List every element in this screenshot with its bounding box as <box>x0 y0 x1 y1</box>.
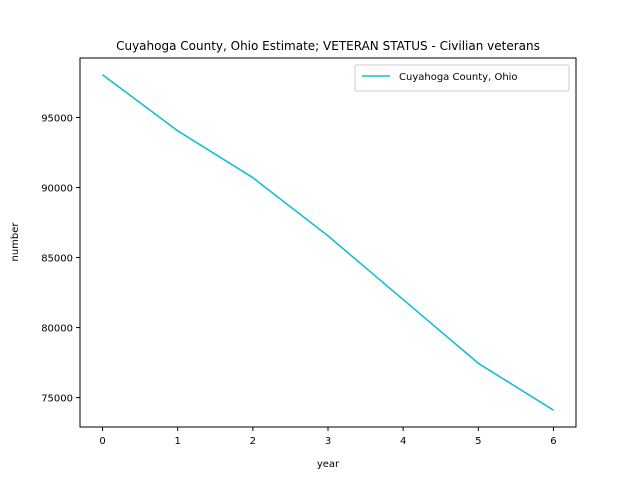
series-line <box>102 74 554 411</box>
x-axis-label: year <box>317 459 340 470</box>
x-tick-label: 2 <box>250 436 256 447</box>
x-tick-label: 4 <box>400 436 406 447</box>
x-tick-label: 0 <box>99 436 105 447</box>
y-axis-ticks: 75000 80000 85000 90000 95000 <box>41 114 80 405</box>
series-layer <box>102 74 554 411</box>
y-axis-label: number <box>10 222 21 262</box>
y-tick-label: 85000 <box>41 254 73 265</box>
chart-title: Cuyahoga County, Ohio Estimate; VETERAN … <box>116 39 540 53</box>
y-tick-label: 95000 <box>41 114 73 125</box>
legend-box <box>354 64 570 92</box>
x-tick-label: 1 <box>175 436 181 447</box>
legend-label: Cuyahoga County, Ohio <box>399 72 518 83</box>
x-axis-ticks: 0 1 2 3 4 5 6 <box>99 427 557 447</box>
y-tick-label: 75000 <box>41 394 73 405</box>
legend: Cuyahoga County, Ohio <box>354 64 570 92</box>
x-tick-label: 3 <box>325 436 331 447</box>
y-tick-label: 90000 <box>41 184 73 195</box>
y-tick-label: 80000 <box>41 324 73 335</box>
x-tick-label: 5 <box>475 436 481 447</box>
x-tick-label: 6 <box>550 436 556 447</box>
